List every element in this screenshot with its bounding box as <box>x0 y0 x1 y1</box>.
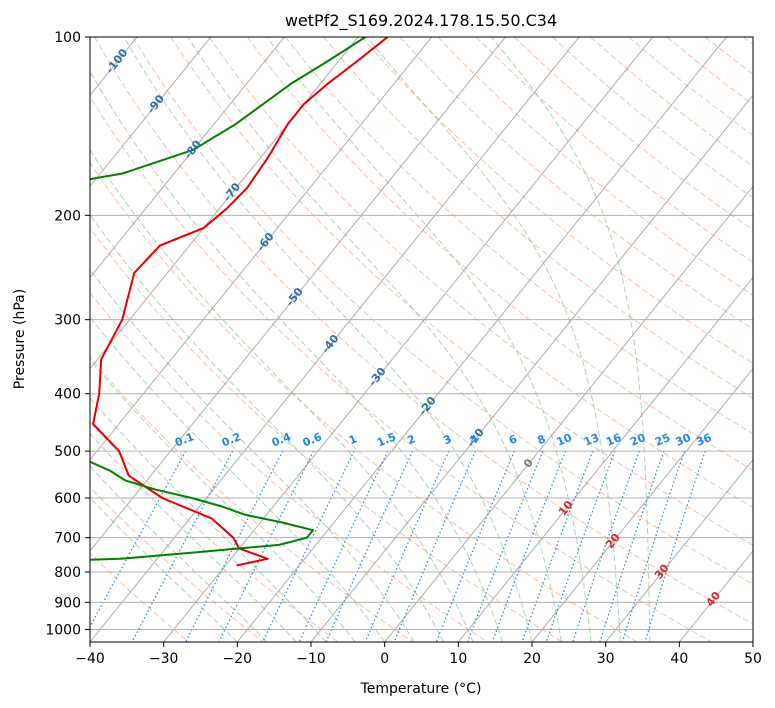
moist-adiabat <box>90 397 327 642</box>
moist-adiabat <box>123 37 533 642</box>
x-tick-label: 50 <box>744 651 762 667</box>
mixing-ratio-label: 2 <box>405 432 417 447</box>
mixing-ratio-label: 1 <box>347 432 359 447</box>
x-tick-label: −40 <box>75 651 105 667</box>
profile-lines <box>90 37 389 567</box>
mixing-ratio-label: 30 <box>674 431 693 449</box>
moist-adiabat <box>490 37 651 642</box>
axis-ticks: −40 −30 −20 −10 0 10 20 30 40 50 100 200 300 400 500 60… <box>45 30 762 667</box>
y-tick-label: 200 <box>54 208 81 224</box>
dry-adiabat <box>437 37 753 296</box>
x-tick-label: 30 <box>597 651 615 667</box>
x-tick-label: −20 <box>223 651 253 667</box>
mixing-ratio-line <box>621 450 686 642</box>
plot-background <box>90 37 753 642</box>
dry-adiabat <box>90 227 563 642</box>
isotherm-line <box>531 367 753 642</box>
moist-adiabat <box>90 316 386 642</box>
isotherm-line <box>0 37 63 642</box>
mixing-ratio-line <box>131 450 234 642</box>
mixing-ratio-line <box>572 450 640 642</box>
y-tick-label: 400 <box>54 387 81 403</box>
y-tick-label: 300 <box>54 313 81 329</box>
moist-adiabat <box>266 37 592 642</box>
moist-adiabat <box>90 465 268 642</box>
x-tick-label: 20 <box>523 651 541 667</box>
mixing-ratio-line <box>435 450 515 642</box>
isotherm-line <box>163 37 654 642</box>
y-tick-label: 500 <box>54 444 81 460</box>
isotherm-line <box>90 37 433 461</box>
moist-adiabat <box>90 358 356 642</box>
moist-adiabat <box>187 37 562 642</box>
moist-adiabat <box>90 149 474 642</box>
x-tick-label: −10 <box>296 651 326 667</box>
dry-adiabat <box>208 37 753 508</box>
pressure-gridlines <box>90 36 753 630</box>
y-tick-label: 800 <box>54 565 81 581</box>
temperature-line <box>92 37 389 567</box>
y-tick-label: 100 <box>54 30 81 46</box>
mixing-ratio-line <box>325 450 414 642</box>
mixing-ratio-line <box>298 450 389 642</box>
moist-adiabat <box>90 70 503 642</box>
mixing-ratio-line <box>466 450 544 642</box>
mixing-ratio-label: 10 <box>555 431 574 449</box>
mixing-ratio-line <box>218 450 315 642</box>
x-tick-label: −30 <box>149 651 179 667</box>
isotherm-line <box>236 37 727 642</box>
plot-frame <box>89 36 754 643</box>
isotherm-line <box>752 641 753 642</box>
dry-adiabat <box>90 161 638 642</box>
x-tick-label: 10 <box>449 651 467 667</box>
isotherm-line <box>605 458 753 642</box>
moist-adiabat <box>90 432 297 642</box>
isotherm-line <box>90 37 212 188</box>
mixing-ratio-line <box>599 450 665 642</box>
isotherm-line <box>310 94 753 642</box>
isotherm-line <box>90 37 506 552</box>
dry-adiabat <box>90 95 712 642</box>
mixing-ratio-line <box>262 450 355 642</box>
y-tick-label: 700 <box>54 531 81 547</box>
mixing-ratio-line <box>545 450 616 642</box>
mixing-ratio-line <box>90 450 187 628</box>
mixing-ratio-line <box>491 450 567 642</box>
x-axis-title: Temperature (°C) <box>360 681 482 697</box>
dry-adiabat <box>170 37 753 546</box>
dry-adiabat <box>90 291 488 642</box>
isotherm-line <box>90 37 580 642</box>
isotherm-line <box>384 185 753 642</box>
mixing-ratio-label: 3 <box>442 432 454 447</box>
y-axis-title: Pressure (hPa) <box>12 289 28 389</box>
dry-adiabat <box>94 37 753 625</box>
x-tick-label: 0 <box>380 651 389 667</box>
moist-adiabat <box>366 37 621 642</box>
mixing-ratio-label: 20 <box>628 431 647 449</box>
dry-adiabat <box>285 37 753 435</box>
x-tick-label: 40 <box>670 651 688 667</box>
y-tick-label: 1000 <box>45 622 81 638</box>
dry-adiabat <box>399 37 753 330</box>
mixing-ratio-line <box>185 450 284 642</box>
mixing-ratio-label: 36 <box>694 431 713 449</box>
isotherm-line <box>457 276 753 642</box>
moist-adiabat <box>90 213 445 642</box>
mixing-ratio-label: 8 <box>536 432 548 447</box>
mixing-ratio-label: 25 <box>653 431 672 449</box>
mixing-ratio-label: 16 <box>604 431 623 449</box>
background-lines <box>0 37 753 642</box>
y-tick-label: 600 <box>54 491 81 507</box>
y-tick-label: 900 <box>54 595 81 611</box>
isotherm-line <box>90 37 285 279</box>
dry-adiabat <box>132 37 753 585</box>
dry-adiabat <box>361 37 753 364</box>
dewpoint-line <box>90 37 367 561</box>
mixing-ratio-label: 13 <box>582 431 601 449</box>
mixing-ratio-line <box>521 450 594 642</box>
dry-adiabat <box>323 37 753 399</box>
chart-title: wetPf2_S169.2024.178.15.50.C34 <box>285 11 557 31</box>
isotherm-line <box>90 37 359 370</box>
